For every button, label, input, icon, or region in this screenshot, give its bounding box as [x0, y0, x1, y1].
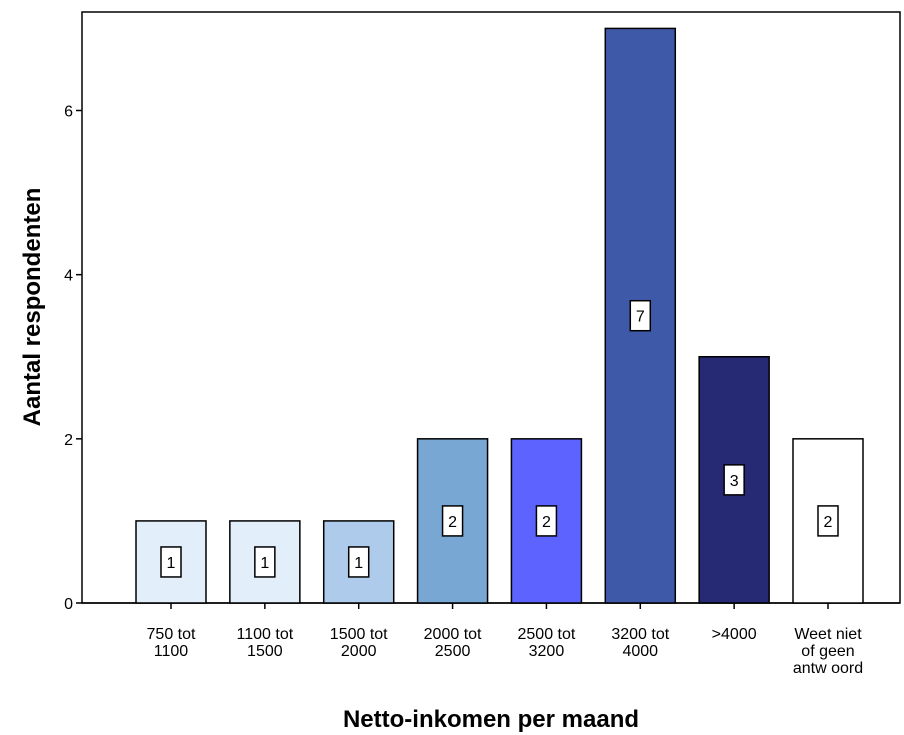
y-tick-label: 2: [64, 432, 73, 449]
x-tick-label: 2500 tot: [518, 626, 576, 643]
x-tick-label: of geen: [801, 643, 854, 660]
data-label: 1: [354, 555, 363, 572]
data-label-box: [723, 464, 745, 496]
data-label: 1: [260, 555, 269, 572]
x-tick-label: 3200 tot: [611, 626, 669, 643]
x-tick-label: 4000: [622, 643, 658, 660]
data-label: 2: [824, 514, 833, 531]
x-tick-label: Weet niet: [794, 626, 862, 643]
x-tick-label: 2000: [341, 643, 377, 660]
data-label: 7: [636, 309, 645, 326]
x-tick-label: 2500: [435, 643, 471, 660]
data-label: 3: [730, 473, 739, 490]
bar: [792, 438, 864, 604]
data-label-box: [535, 505, 558, 537]
y-tick-label: 4: [64, 268, 73, 285]
x-tick-label: 1500: [247, 643, 283, 660]
data-label-box: [441, 505, 464, 537]
x-tick-label: 3200: [529, 643, 565, 660]
x-tick-label: 1100: [154, 643, 189, 660]
data-label-box: [160, 546, 182, 578]
y-tick-label: 6: [64, 104, 73, 121]
data-label: 2: [448, 514, 457, 531]
y-axis-ticks: 0 2 4 6: [64, 104, 82, 613]
y-tick-label: 0: [64, 596, 73, 613]
x-tick-label: 1100 tot: [237, 626, 294, 643]
x-tick-label: 1500 tot: [330, 626, 388, 643]
bars-group: 1 1 1 2 2 7 3 2: [135, 27, 864, 604]
data-label: 1: [167, 555, 176, 572]
x-tick-label: 750 tot: [147, 626, 196, 643]
plot-frame: [81, 11, 901, 604]
data-label-box: [817, 505, 839, 537]
data-label: 2: [542, 514, 551, 531]
x-axis-title: Netto-inkomen per maand: [343, 706, 639, 733]
y-axis-title: Aantal respondenten: [19, 188, 46, 427]
x-tick-label: 2000 tot: [424, 626, 482, 643]
x-tick-label: >4000: [712, 626, 757, 643]
data-label-box: [254, 546, 276, 578]
data-label-box: [347, 546, 370, 578]
data-label-box: [629, 299, 652, 332]
x-tick-label: antw oord: [793, 660, 863, 677]
